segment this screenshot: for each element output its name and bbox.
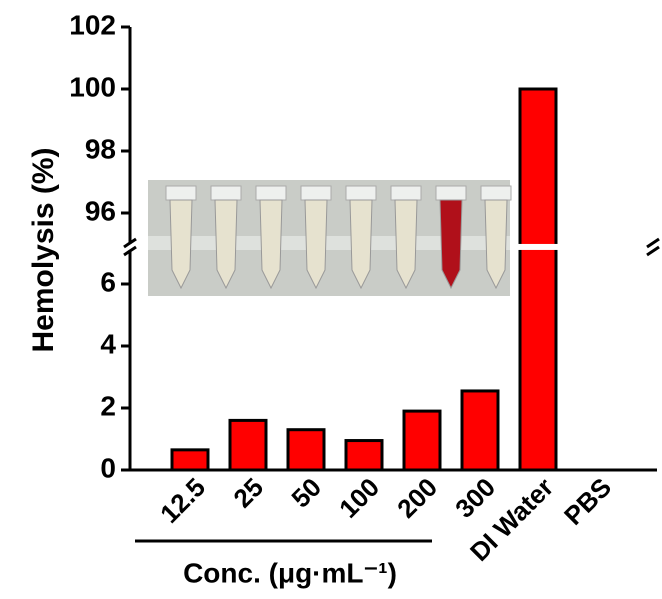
y-tick-label: 6 <box>100 266 116 297</box>
tube <box>259 199 283 290</box>
tube <box>214 199 238 290</box>
break-gap <box>516 243 560 250</box>
y-tick-label: 100 <box>69 71 116 102</box>
x-tick-label: 50 <box>285 472 327 514</box>
axis-break <box>123 237 137 249</box>
break-gap <box>646 243 660 250</box>
tube-cap <box>435 185 467 201</box>
bar <box>344 439 384 472</box>
bar <box>460 389 500 472</box>
y-tick-label: 98 <box>85 133 116 164</box>
tube <box>484 199 508 290</box>
y-axis-label: Hemolysis (%) <box>27 147 60 352</box>
tube <box>349 199 373 290</box>
y-tick-label: 102 <box>69 9 116 40</box>
x-tick-label: PBS <box>558 472 617 531</box>
x-tick-label: 12.5 <box>154 472 211 529</box>
tube-cap <box>480 185 512 201</box>
y-tick-label: 0 <box>100 452 116 483</box>
tube-cap <box>210 185 242 201</box>
axis-break <box>646 245 660 257</box>
tube-cap <box>165 185 197 201</box>
bar <box>402 409 442 472</box>
x-axis-label: Conc. (μg·mL⁻¹) <box>183 557 397 588</box>
tube-cap <box>300 185 332 201</box>
bar <box>518 87 558 472</box>
y-tick-label: 96 <box>85 195 116 226</box>
tube <box>304 199 328 290</box>
y-tick-label: 2 <box>100 390 116 421</box>
tube <box>439 199 463 290</box>
bar <box>228 418 268 472</box>
bar <box>170 448 210 472</box>
axis-break <box>646 237 660 249</box>
tube <box>394 199 418 290</box>
tube-cap <box>255 185 287 201</box>
tube-cap <box>345 185 377 201</box>
x-tick-label: 25 <box>227 472 269 514</box>
bar <box>286 428 326 472</box>
break-gap <box>123 243 137 250</box>
y-tick-label: 4 <box>100 328 116 359</box>
tube <box>169 199 193 290</box>
axis-break <box>123 245 137 257</box>
tube-cap <box>390 185 422 201</box>
x-tick-label: 200 <box>391 472 443 524</box>
inset-photo <box>148 180 512 296</box>
x-tick-label: 100 <box>333 472 385 524</box>
